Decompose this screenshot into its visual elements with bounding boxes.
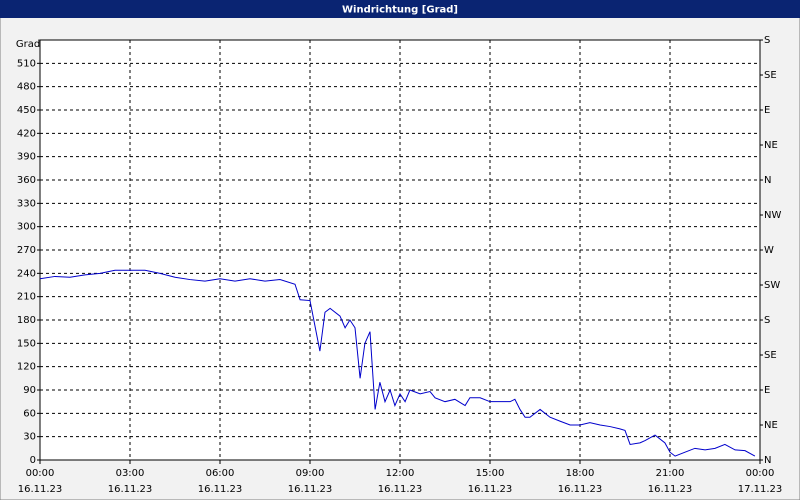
y-tick-label: 60 xyxy=(23,408,36,419)
y-tick-label: 0 xyxy=(30,455,36,466)
data-line xyxy=(39,269,756,457)
x-tick-label: 15:00 xyxy=(476,468,505,479)
y2-tick-label: S xyxy=(764,35,770,46)
y-axis-label: Grad xyxy=(16,39,40,50)
y2-tick-label: E xyxy=(764,105,770,116)
y2-tick-label: SE xyxy=(764,70,777,81)
x-tick-label: 12:00 xyxy=(386,468,415,479)
x-tick-date: 16.11.23 xyxy=(198,484,243,495)
x-tick-date: 16.11.23 xyxy=(558,484,603,495)
x-tick-label: 09:00 xyxy=(296,468,325,479)
x-tick-label: 06:00 xyxy=(206,468,235,479)
y-tick-label: 330 xyxy=(17,198,36,209)
y-tick-label: 450 xyxy=(17,105,36,116)
y2-tick-label: NW xyxy=(764,210,781,221)
x-tick-date: 16.11.23 xyxy=(378,484,423,495)
chart-title: Windrichtung [Grad] xyxy=(342,5,458,16)
y2-tick-label: S xyxy=(764,315,770,326)
x-tick-date: 16.11.23 xyxy=(648,484,693,495)
x-tick-date: 16.11.23 xyxy=(108,484,153,495)
x-tick-label: 21:00 xyxy=(656,468,685,479)
x-tick-label: 00:00 xyxy=(26,468,55,479)
x-tick-date: 16.11.23 xyxy=(288,484,333,495)
y2-tick-label: SE xyxy=(764,350,777,361)
y2-tick-label: NE xyxy=(764,140,778,151)
y-tick-label: 240 xyxy=(17,268,36,279)
y-tick-label: 150 xyxy=(17,338,36,349)
y-tick-label: 180 xyxy=(17,315,36,326)
x-tick-date: 17.11.23 xyxy=(738,484,783,495)
y2-tick-label: E xyxy=(764,385,770,396)
y-tick-label: 510 xyxy=(17,58,36,69)
x-tick-label: 18:00 xyxy=(566,468,595,479)
y2-tick-label: SW xyxy=(764,280,780,291)
title-bar xyxy=(0,0,800,18)
y-tick-label: 420 xyxy=(17,128,36,139)
y2-tick-label: NE xyxy=(764,420,778,431)
y-tick-label: 390 xyxy=(17,152,36,163)
x-tick-date: 16.11.23 xyxy=(468,484,513,495)
y2-tick-label: N xyxy=(764,175,771,186)
x-tick-label: 03:00 xyxy=(116,468,145,479)
y-tick-label: 270 xyxy=(17,245,36,256)
y2-tick-label: W xyxy=(764,245,774,256)
y-tick-label: 210 xyxy=(17,292,36,303)
y-tick-label: 90 xyxy=(23,385,36,396)
y2-tick-label: N xyxy=(764,455,771,466)
y-tick-label: 30 xyxy=(23,432,36,443)
y-tick-label: 480 xyxy=(17,82,36,93)
y-tick-label: 300 xyxy=(17,222,36,233)
y-tick-label: 360 xyxy=(17,175,36,186)
y-tick-label: 120 xyxy=(17,362,36,373)
x-tick-label: 00:00 xyxy=(746,468,775,479)
x-tick-date: 16.11.23 xyxy=(18,484,63,495)
